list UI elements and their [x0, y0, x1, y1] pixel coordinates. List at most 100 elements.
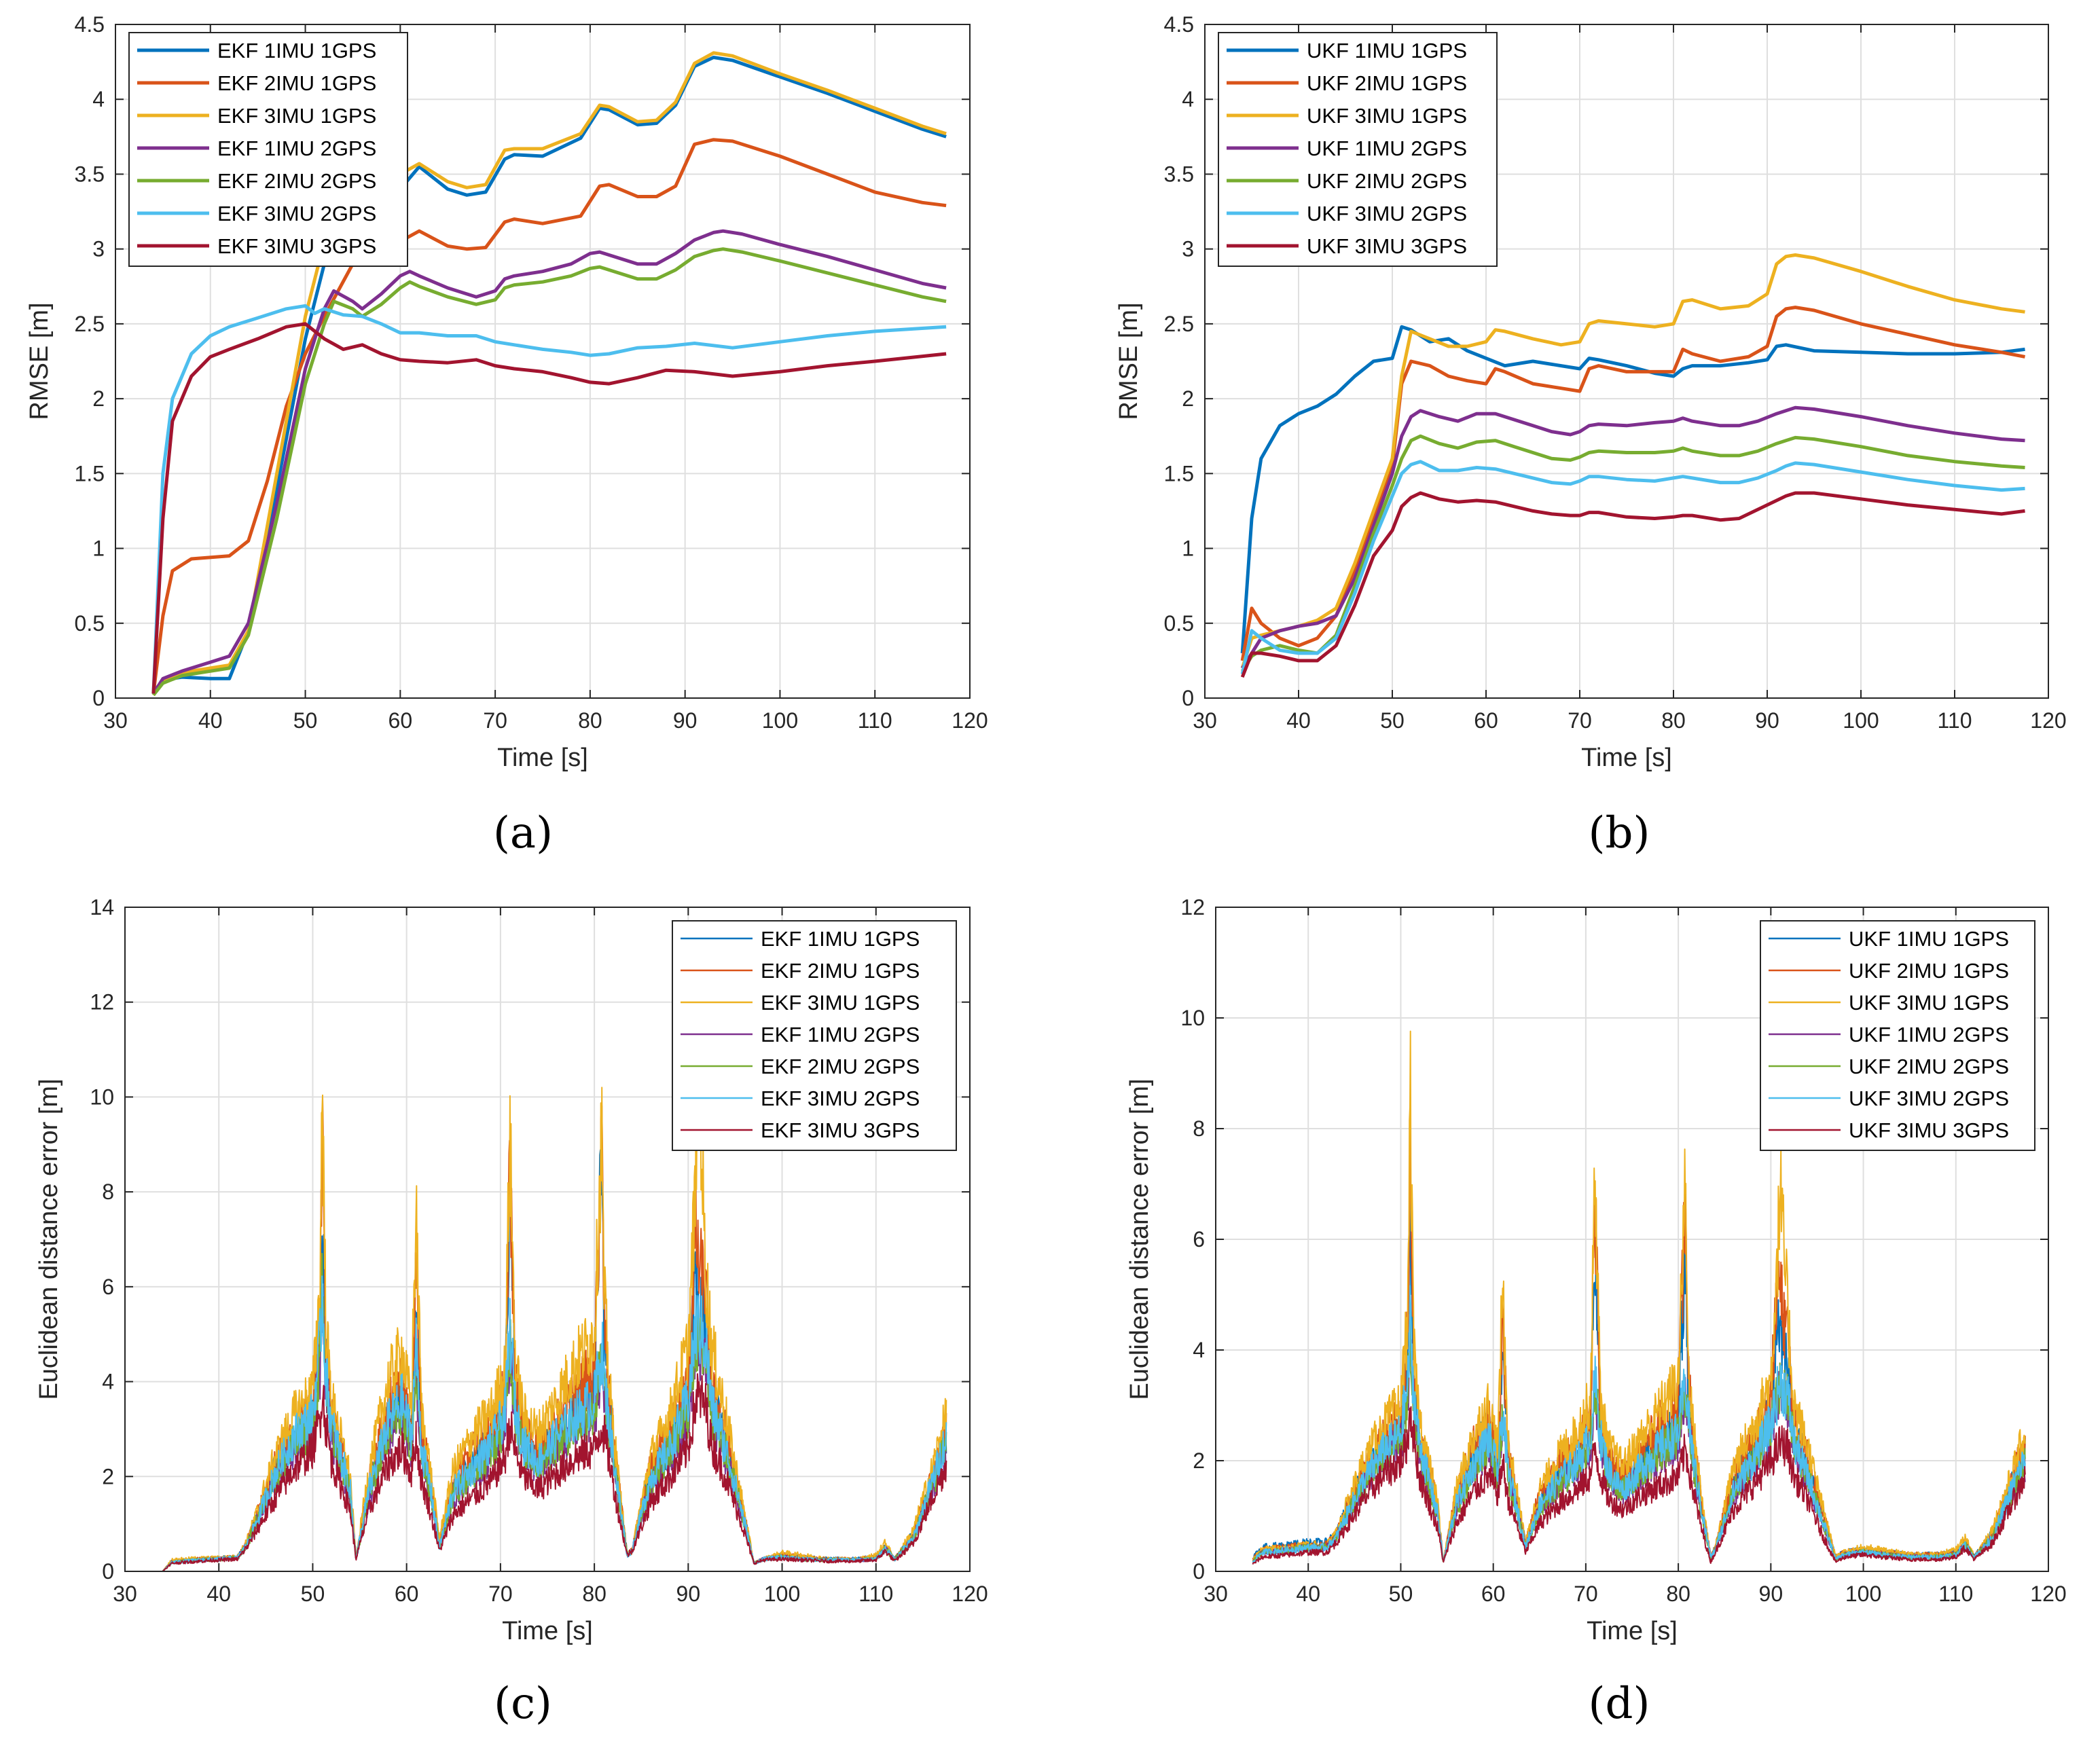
series-line [151, 322, 947, 694]
series-line [162, 1373, 947, 1571]
series-line [1241, 434, 2025, 672]
legend-entry: UKF 3IMU 1GPS [1307, 104, 1467, 128]
series-line [151, 304, 947, 694]
legend-entry: UKF 2IMU 2GPS [1307, 169, 1467, 193]
x-tick-label: 80 [1666, 1582, 1690, 1606]
y-tick-label: 2.5 [75, 312, 105, 336]
panel-caption: (c) [494, 1679, 552, 1729]
series-line [1240, 460, 2025, 675]
panel-c: 30 40 50 60 70 80 90 100 110 120 0 2 4 6 8 10 12 14 Time [… [35, 895, 988, 1729]
y-tick-label: 0 [92, 686, 105, 710]
panel-d: 30 40 50 60 70 80 90 100 110 120 0 2 4 6 8 10 12 Time [s]… [1125, 895, 2067, 1729]
x-tick-label: 40 [1286, 708, 1311, 733]
y-tick-label: 8 [1193, 1116, 1205, 1141]
y-tick-label: 4 [1193, 1338, 1205, 1362]
series-group [1240, 253, 2025, 678]
y-tick-label: 4 [92, 87, 105, 111]
legend-box [672, 920, 957, 1151]
legend-entry: UKF 2IMU 1GPS [1307, 71, 1467, 95]
y-tick-label: 1 [92, 536, 105, 561]
x-tick-label: 110 [1937, 708, 1972, 733]
y-tick-label: 6 [1193, 1227, 1205, 1252]
y-tick-label: 3 [92, 237, 105, 261]
x-tick-label: 30 [1203, 1582, 1228, 1606]
legend-entry: EKF 1IMU 1GPS [217, 39, 376, 62]
legend-entry: EKF 1IMU 2GPS [217, 136, 376, 160]
legend-box [1760, 920, 2035, 1151]
x-tick-label: 80 [578, 708, 602, 733]
x-tick-label: 50 [293, 708, 318, 733]
y-tick-label: 2.5 [1164, 312, 1194, 336]
axes-frame [1204, 24, 2049, 699]
legend-entry: UKF 1IMU 1GPS [1849, 927, 2009, 951]
x-tick-label: 50 [301, 1582, 325, 1606]
y-tick-label: 14 [90, 895, 114, 919]
legend: EKF 1IMU 1GPS EKF 2IMU 1GPS EKF 3IMU 1GPS E… [128, 32, 408, 267]
y-tick-label: 2 [1193, 1448, 1205, 1473]
x-axis-label: Time [s] [502, 1617, 593, 1645]
series-group [1252, 1030, 2026, 1565]
series-line [1252, 1406, 2026, 1565]
legend-entry: UKF 2IMU 1GPS [1849, 959, 2009, 983]
legend-entry: EKF 2IMU 2GPS [761, 1055, 920, 1078]
axes-frame [115, 24, 971, 699]
y-axis-label: RMSE [m] [1115, 302, 1143, 420]
y-tick-label: 1 [1182, 536, 1194, 561]
legend-entry: EKF 2IMU 1GPS [217, 71, 376, 95]
legend-entry: EKF 3IMU 2GPS [761, 1087, 920, 1110]
y-tick-label: 8 [102, 1180, 114, 1204]
legend-entry: UKF 3IMU 2GPS [1849, 1087, 2009, 1110]
y-tick-label: 2 [1182, 386, 1194, 411]
panel-caption: (a) [493, 808, 553, 858]
y-tick-label: 12 [1180, 895, 1205, 919]
x-tick-label: 90 [1755, 708, 1779, 733]
series-line [151, 138, 947, 694]
x-tick-label: 60 [1474, 708, 1498, 733]
x-tick-label: 120 [2030, 708, 2066, 733]
x-tick-label: 60 [395, 1582, 419, 1606]
x-tick-label: 110 [1938, 1582, 1973, 1606]
series-line [1240, 253, 2025, 669]
y-axis-label: RMSE [m] [25, 302, 54, 420]
x-tick-label: 120 [952, 708, 988, 733]
x-tick-label: 30 [113, 1582, 137, 1606]
y-tick-label: 1.5 [1164, 461, 1194, 486]
x-tick-label: 80 [1661, 708, 1686, 733]
legend-entry: UKF 3IMU 1GPS [1849, 991, 2009, 1015]
y-tick-label: 0.5 [1164, 611, 1194, 636]
y-tick-label: 10 [90, 1084, 114, 1109]
y-tick-label: 6 [102, 1275, 114, 1299]
series-group [151, 51, 947, 697]
x-tick-label: 70 [1568, 708, 1592, 733]
series-line [1252, 1284, 2026, 1563]
legend-entry: UKF 3IMU 3GPS [1307, 234, 1467, 258]
legend-entry: EKF 1IMU 1GPS [761, 927, 920, 951]
panel-a: 30 40 50 60 70 80 90 100 110 120 0 0.5 1 1.5 2 2.5 3 3.5 4… [25, 12, 988, 858]
panel-caption: (b) [1589, 808, 1650, 858]
x-tick-label: 60 [1481, 1582, 1506, 1606]
legend: EKF 1IMU 1GPS EKF 2IMU 1GPS EKF 3IMU 1GPS E… [672, 920, 957, 1151]
x-tick-label: 70 [488, 1582, 513, 1606]
y-tick-label: 3.5 [1164, 162, 1194, 186]
x-tick-label: 50 [1380, 708, 1405, 733]
x-tick-label: 90 [676, 1582, 701, 1606]
y-axis-label: Euclidean distance error [m] [35, 1078, 63, 1400]
y-tick-label: 0 [102, 1559, 114, 1584]
x-axis-label: Time [s] [497, 744, 588, 772]
x-tick-label: 40 [206, 1582, 231, 1606]
x-tick-label: 30 [1193, 708, 1217, 733]
y-tick-label: 10 [1180, 1006, 1205, 1030]
legend-entry: EKF 3IMU 3GPS [761, 1118, 920, 1142]
x-tick-label: 100 [764, 1582, 800, 1606]
y-tick-label: 4.5 [75, 12, 105, 37]
legend-entry: EKF 2IMU 2GPS [217, 169, 376, 193]
series-line [1240, 491, 2025, 678]
x-tick-label: 100 [762, 708, 798, 733]
y-tick-label: 4 [102, 1370, 114, 1394]
x-axis-label: Time [s] [1587, 1617, 1678, 1645]
legend: UKF 1IMU 1GPS UKF 2IMU 1GPS UKF 3IMU 1GPS U… [1760, 920, 2035, 1151]
series-group [162, 929, 947, 1571]
series-line [151, 229, 947, 695]
legend-entry: UKF 1IMU 2GPS [1849, 1023, 2009, 1046]
